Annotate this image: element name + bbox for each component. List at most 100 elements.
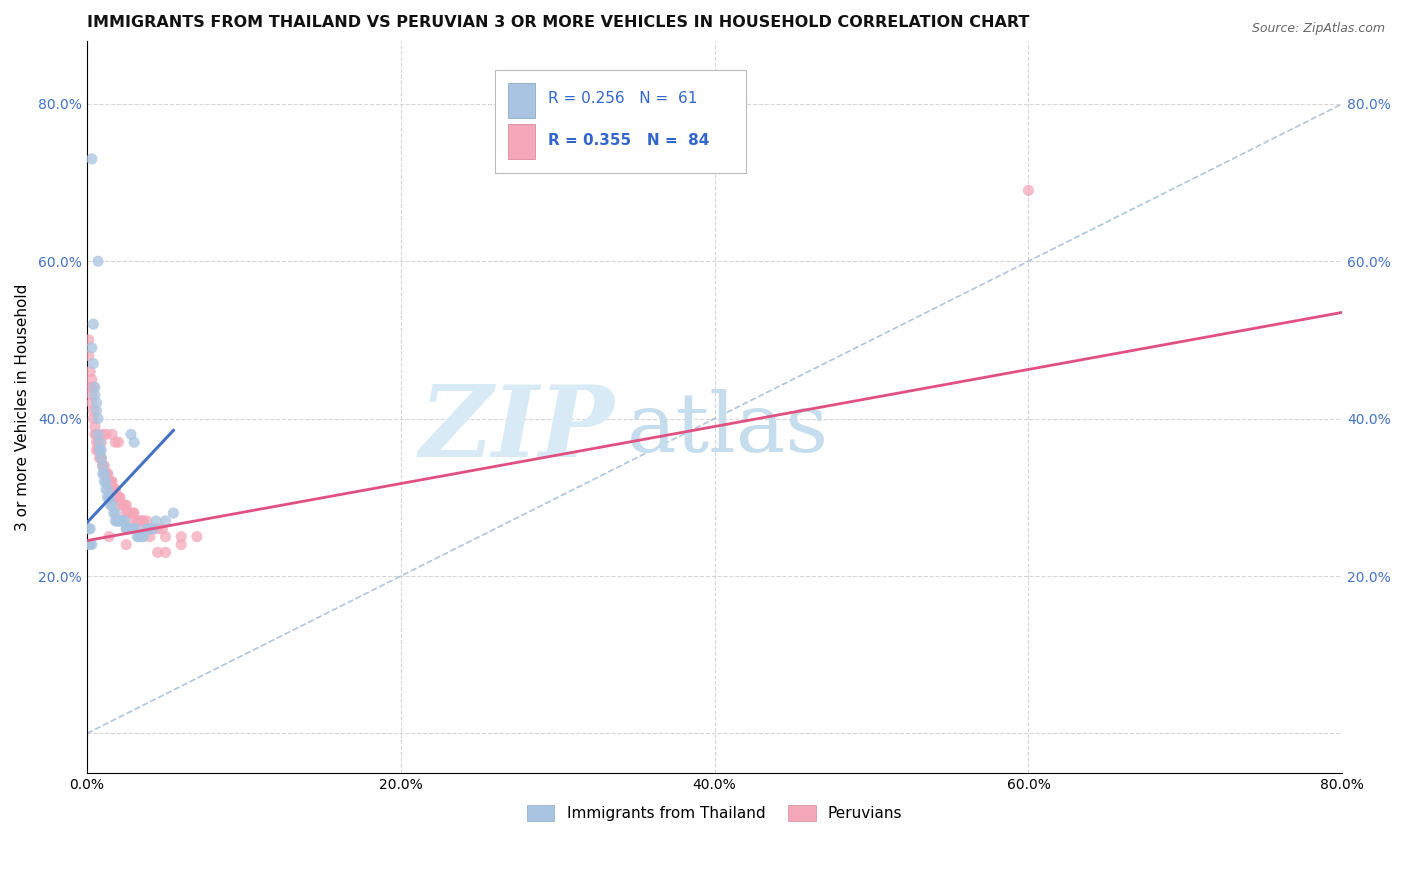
Point [108, 491, 131, 505]
Point [139, 522, 162, 536]
Point [127, 514, 149, 528]
Point [91, 467, 114, 481]
Point [155, 514, 177, 528]
Point [84, 427, 107, 442]
Point [115, 522, 138, 536]
Point [107, 514, 129, 528]
Point [107, 514, 129, 528]
Point [103, 483, 125, 497]
Point [135, 522, 157, 536]
Point [89, 435, 111, 450]
Point [115, 522, 138, 536]
Point [91, 427, 114, 442]
Point [131, 514, 153, 528]
Point [117, 506, 139, 520]
Point [82, 317, 104, 331]
Point [117, 522, 139, 536]
Point [101, 498, 124, 512]
Point [118, 506, 141, 520]
Point [82, 380, 104, 394]
Point [1017, 183, 1039, 197]
Text: ZIP: ZIP [419, 381, 614, 477]
Point [79, 522, 101, 536]
Point [128, 530, 150, 544]
Point [146, 522, 169, 536]
Point [104, 483, 127, 497]
Point [90, 450, 112, 465]
Point [79, 537, 101, 551]
Point [87, 427, 110, 442]
Point [87, 435, 110, 450]
Point [155, 545, 177, 559]
Point [110, 514, 132, 528]
Point [90, 450, 112, 465]
Point [82, 411, 104, 425]
Point [139, 522, 162, 536]
Point [146, 545, 169, 559]
Point [122, 522, 145, 536]
Point [89, 443, 111, 458]
Point [77, 537, 100, 551]
Point [104, 483, 127, 497]
Point [100, 498, 122, 512]
Point [150, 522, 173, 536]
Point [91, 458, 114, 473]
Point [98, 530, 121, 544]
Point [107, 491, 129, 505]
Point [87, 254, 110, 268]
Point [131, 530, 153, 544]
Point [108, 514, 131, 528]
Point [170, 530, 193, 544]
Point [118, 522, 141, 536]
Point [139, 530, 162, 544]
FancyBboxPatch shape [495, 70, 747, 173]
Point [115, 506, 138, 520]
Point [98, 475, 121, 489]
Point [87, 443, 110, 458]
Point [84, 388, 107, 402]
Point [93, 467, 115, 481]
Point [142, 522, 165, 536]
Point [80, 341, 103, 355]
Point [112, 514, 135, 528]
Text: atlas: atlas [627, 389, 830, 469]
Point [155, 530, 177, 544]
Point [103, 483, 125, 497]
Point [107, 435, 129, 450]
Text: R = 0.256   N =  61: R = 0.256 N = 61 [548, 91, 697, 106]
Legend: Immigrants from Thailand, Peruvians: Immigrants from Thailand, Peruvians [520, 799, 908, 827]
Point [80, 396, 103, 410]
Point [93, 467, 115, 481]
Point [96, 491, 118, 505]
Point [93, 475, 115, 489]
Point [142, 522, 165, 536]
Point [80, 372, 103, 386]
Point [104, 514, 127, 528]
Y-axis label: 3 or more Vehicles in Household: 3 or more Vehicles in Household [15, 283, 30, 531]
Point [77, 333, 100, 347]
Point [125, 522, 148, 536]
Point [114, 514, 136, 528]
Point [127, 530, 149, 544]
Point [93, 458, 115, 473]
FancyBboxPatch shape [508, 83, 536, 118]
Point [80, 537, 103, 551]
Point [84, 419, 107, 434]
Point [129, 514, 152, 528]
Point [107, 491, 129, 505]
Point [90, 443, 112, 458]
Point [112, 498, 135, 512]
Point [89, 443, 111, 458]
Point [105, 514, 128, 528]
Point [79, 364, 101, 378]
Point [86, 403, 108, 417]
Point [104, 435, 127, 450]
Point [115, 498, 138, 512]
Point [100, 475, 122, 489]
Point [91, 458, 114, 473]
Point [145, 514, 167, 528]
Point [90, 450, 112, 465]
Point [77, 349, 100, 363]
Point [101, 483, 124, 497]
Point [96, 483, 118, 497]
